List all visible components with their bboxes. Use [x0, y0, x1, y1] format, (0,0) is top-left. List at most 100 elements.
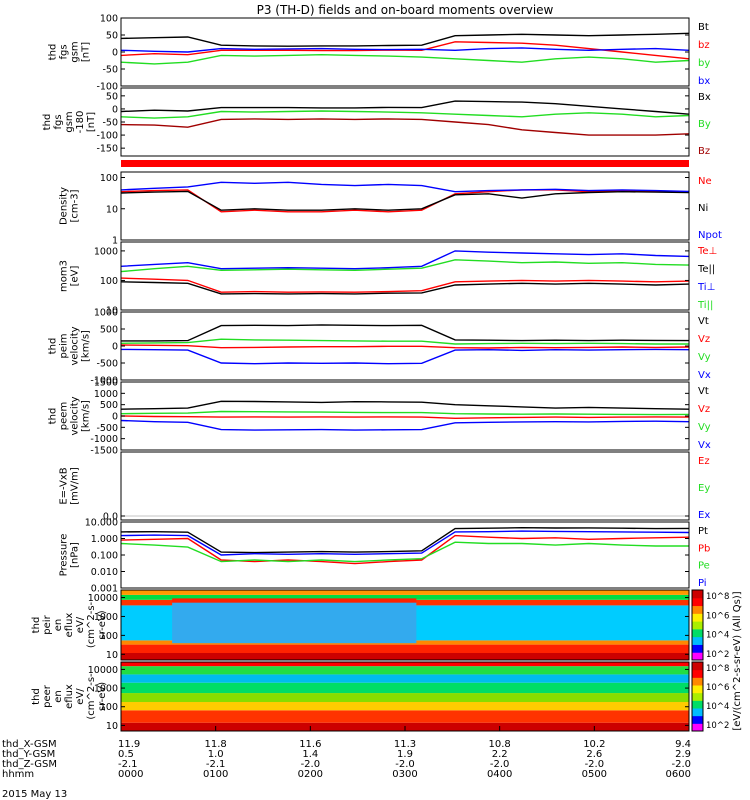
- spectrogram-band: [121, 662, 689, 667]
- panel-peir_spec: 10000 1000 100 10 thd peir en eflux eV/(cm^2-s-s…: [31, 589, 690, 661]
- panel-efield: 0.0 E=-VxB [mV/m] Ez Ey Ex: [59, 451, 710, 523]
- legend-entry: Vy: [698, 422, 711, 433]
- y-axis-label: fgs: [53, 114, 64, 129]
- x-tick-label: 11.9: [118, 739, 140, 750]
- colorbar-ions: 10^8 10^6 10^4 10^2: [691, 589, 729, 661]
- y-axis-label: thd: [48, 44, 59, 61]
- legend-entry: Bx: [698, 92, 711, 103]
- legend-entry: Vx: [698, 370, 711, 381]
- series-pressure-Pi: [120, 530, 690, 556]
- legend-entry: Ey: [698, 483, 710, 494]
- panel-frame: [120, 589, 690, 661]
- y-tick-label: 100: [100, 276, 118, 287]
- y-tick-label: 0: [112, 412, 118, 423]
- y-axis-label: peem: [59, 402, 70, 430]
- x-tick-label: 11.3: [394, 739, 416, 750]
- spectrogram-band: [121, 594, 689, 600]
- colorbar-segment: [692, 644, 703, 653]
- spectrogram-band: [121, 702, 689, 711]
- spectrogram-band: [121, 674, 689, 683]
- x-tick-label: 9.4: [675, 739, 691, 750]
- x-tick-label: 0.5: [118, 749, 134, 760]
- legend-entry: Vt: [698, 316, 709, 327]
- colorbar-label: [eV/(cm^2-s-sr-eV) (All Qs)]: [732, 591, 743, 730]
- series-peem-Vt: [120, 400, 690, 410]
- panel-frame: [120, 381, 690, 451]
- x-tick-label: -2.0: [301, 759, 321, 770]
- y-axis-label: fgs: [59, 44, 70, 59]
- y-tick-label: 10: [106, 721, 118, 732]
- legend-entry: Te||: [697, 264, 715, 275]
- legend-entry: Ti||: [697, 300, 713, 311]
- series-fgs-bx: [120, 47, 690, 53]
- y-tick-label: 50: [106, 91, 118, 102]
- y-tick-label: 100: [100, 631, 118, 642]
- y-tick-label: 10: [106, 650, 118, 661]
- series-fgs-bz: [120, 41, 690, 60]
- y-axis-label: peer: [42, 684, 53, 708]
- y-tick-label: 100: [100, 173, 118, 184]
- series-temp-Te⊥: [120, 277, 690, 293]
- y-tick-label: 0.0: [103, 512, 118, 523]
- y-tick-label: 1: [112, 236, 118, 247]
- y-tick-label: -100: [96, 82, 118, 93]
- panel-frame: [120, 171, 690, 241]
- colorbar-segment: [692, 597, 703, 607]
- y-axis-label: Density: [59, 187, 70, 225]
- series-temp-Ti⊥: [120, 250, 690, 270]
- series-peim-Vt: [121, 324, 690, 342]
- x-tick-label: 0600: [666, 769, 691, 780]
- spectrogram-band: [121, 693, 689, 703]
- y-tick-label: -1500: [90, 446, 118, 457]
- x-row-label: thd_Z-GSM: [2, 759, 57, 770]
- series-peim-Vy: [120, 338, 689, 345]
- y-tick-label: 50: [106, 31, 118, 42]
- panel-pressure: 10.000 1.000 0.100 0.010 0.001 Pressure [nPa] P…: [59, 518, 711, 595]
- y-tick-label: 500: [100, 325, 118, 336]
- spectrogram-band: [121, 710, 689, 723]
- y-axis-label: [nT]: [86, 112, 97, 132]
- legend-entry: Vt: [698, 386, 709, 397]
- legend-entry: Pi: [698, 578, 707, 589]
- colorbar-tick-label: 10^4: [706, 631, 729, 641]
- colorbar-segment: [692, 613, 703, 622]
- y-axis-label: thd: [31, 688, 42, 705]
- colorbar-segment: [692, 669, 703, 678]
- y-axis-label: -180: [75, 111, 86, 134]
- panel-fgs: 100 50 0 -50 -100 thd fgs gsm [nT] Bt bz by bx: [48, 14, 711, 93]
- y-tick-label: -1000: [90, 434, 118, 445]
- y-tick-label: 10000: [88, 665, 118, 676]
- y-tick-label: 1000: [94, 612, 118, 623]
- y-axis-label: sr-eV): [97, 610, 108, 639]
- y-axis-label: [eV]: [70, 266, 81, 287]
- y-axis-label: eV/: [75, 688, 86, 705]
- spectrogram-low-flux-region: [172, 602, 417, 644]
- y-axis-label: E=-VxB: [59, 467, 70, 504]
- y-axis-label: eflux: [64, 684, 75, 709]
- y-axis-label: [km/s]: [81, 400, 92, 432]
- y-axis-label: thd: [48, 408, 59, 425]
- x-tick-label: 0300: [392, 769, 417, 780]
- legend-entry: Npot: [698, 230, 722, 241]
- legend-entry: bx: [698, 76, 710, 87]
- colorbar-electrons: 10^8 10^6 10^4 10^2: [691, 661, 729, 732]
- legend-entry: Ex: [698, 510, 710, 521]
- y-tick-label: 500: [100, 400, 118, 411]
- y-tick-label: -50: [102, 118, 118, 129]
- y-tick-label: 1000: [94, 684, 118, 695]
- x-tick-label: -2.0: [671, 759, 691, 770]
- series-fgs_rot-By: [120, 110, 690, 119]
- legend-entry: Vz: [698, 404, 710, 415]
- x-tick-label: 2.6: [586, 749, 602, 760]
- legend-entry: Vz: [698, 334, 710, 345]
- legend-entry: Ne: [698, 176, 712, 187]
- y-axis-label: en: [53, 619, 64, 632]
- y-tick-label: 10: [106, 306, 118, 317]
- colorbar-tick-label: 10^2: [706, 650, 729, 660]
- y-tick-label: 10: [106, 204, 118, 215]
- y-axis-label: eflux: [64, 613, 75, 638]
- x-tick-label: 10.2: [583, 739, 605, 750]
- series-peem-Vx: [120, 419, 690, 431]
- series-density-Npot: [120, 181, 690, 193]
